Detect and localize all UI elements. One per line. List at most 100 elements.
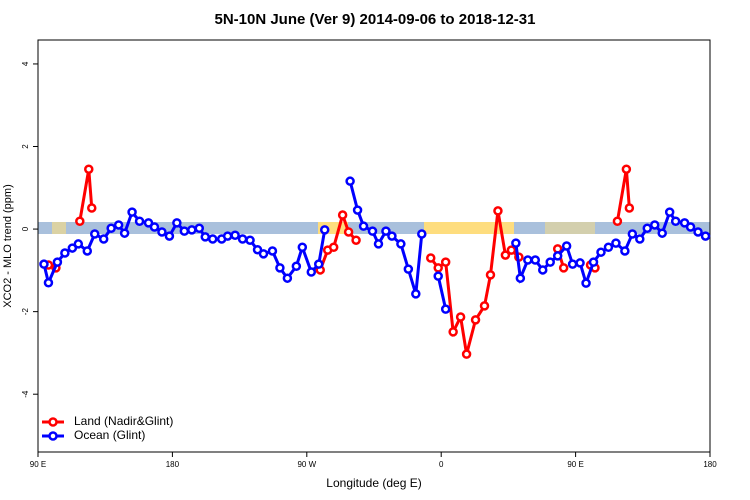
point bbox=[679, 218, 690, 228]
point bbox=[258, 249, 269, 259]
point bbox=[82, 246, 93, 256]
point bbox=[237, 234, 248, 244]
point bbox=[230, 230, 240, 241]
point bbox=[506, 245, 517, 255]
x-tick-label: 90 E bbox=[30, 460, 46, 469]
point bbox=[297, 242, 308, 252]
point bbox=[52, 257, 63, 267]
point bbox=[693, 227, 703, 237]
point bbox=[337, 210, 348, 220]
point bbox=[558, 263, 569, 273]
plot-frame bbox=[37, 39, 711, 453]
point bbox=[603, 242, 614, 252]
point bbox=[207, 234, 218, 244]
legend-marker bbox=[48, 417, 58, 427]
x-tick-label: 0 bbox=[439, 460, 444, 469]
point bbox=[561, 241, 572, 251]
point bbox=[291, 261, 302, 271]
point bbox=[515, 273, 526, 283]
point bbox=[700, 231, 711, 241]
point bbox=[73, 239, 84, 249]
point bbox=[403, 264, 414, 274]
point bbox=[530, 255, 541, 265]
point bbox=[367, 226, 378, 236]
point bbox=[87, 203, 97, 213]
point bbox=[75, 216, 85, 226]
point bbox=[433, 263, 443, 273]
point bbox=[545, 257, 555, 267]
point bbox=[319, 225, 330, 235]
point bbox=[621, 164, 632, 174]
point bbox=[581, 278, 591, 288]
band-patch bbox=[424, 222, 514, 234]
band-patch bbox=[52, 222, 66, 234]
point bbox=[60, 248, 70, 258]
point bbox=[635, 234, 645, 244]
point bbox=[433, 271, 443, 281]
point bbox=[84, 164, 94, 174]
point bbox=[275, 263, 285, 273]
point bbox=[179, 226, 190, 236]
y-tick-label: -2 bbox=[21, 308, 30, 316]
point bbox=[352, 205, 363, 215]
point bbox=[511, 238, 521, 248]
point bbox=[575, 258, 585, 268]
point bbox=[642, 223, 653, 233]
point bbox=[127, 207, 137, 217]
point bbox=[417, 229, 427, 239]
point bbox=[627, 229, 638, 239]
point bbox=[351, 235, 361, 245]
point bbox=[328, 242, 339, 252]
point bbox=[358, 221, 369, 231]
point bbox=[620, 246, 630, 256]
point bbox=[523, 255, 533, 265]
point bbox=[306, 267, 317, 277]
point bbox=[493, 206, 503, 216]
point bbox=[106, 223, 116, 233]
point bbox=[43, 277, 54, 288]
y-tick-label: 4 bbox=[21, 61, 30, 66]
point bbox=[119, 228, 130, 238]
point bbox=[485, 270, 496, 280]
point bbox=[537, 265, 548, 275]
point bbox=[470, 315, 481, 325]
point bbox=[222, 231, 233, 241]
series-line bbox=[47, 168, 631, 355]
point bbox=[479, 301, 490, 311]
point bbox=[552, 251, 563, 261]
point bbox=[157, 227, 167, 237]
point bbox=[649, 220, 660, 230]
y-tick-label: 2 bbox=[21, 144, 30, 149]
point bbox=[252, 244, 263, 255]
point bbox=[39, 259, 49, 269]
point bbox=[267, 246, 278, 256]
legend-label: Land (Nadir&Glint) bbox=[74, 414, 173, 428]
legend-marker bbox=[48, 431, 58, 441]
point bbox=[381, 226, 391, 236]
point bbox=[455, 312, 466, 322]
point bbox=[164, 231, 175, 241]
y-tick-label: 0 bbox=[21, 226, 30, 231]
point bbox=[624, 203, 635, 213]
point bbox=[194, 223, 205, 233]
point bbox=[172, 218, 182, 228]
point bbox=[143, 218, 154, 228]
point bbox=[200, 232, 211, 242]
x-tick-label: 90 E bbox=[567, 460, 583, 469]
point bbox=[670, 216, 681, 226]
point bbox=[567, 259, 578, 269]
band-patch bbox=[545, 222, 595, 234]
x-tick-label: 180 bbox=[703, 460, 717, 469]
point bbox=[313, 259, 324, 269]
point bbox=[113, 220, 124, 230]
point bbox=[98, 234, 109, 244]
x-axis-label: Longitude (deg E) bbox=[326, 476, 421, 490]
point bbox=[387, 231, 397, 241]
point bbox=[187, 225, 197, 235]
legend-label: Ocean (Glint) bbox=[74, 428, 145, 442]
point bbox=[448, 327, 458, 337]
x-tick-label: 180 bbox=[166, 460, 180, 469]
point bbox=[657, 228, 667, 238]
point bbox=[612, 216, 623, 226]
